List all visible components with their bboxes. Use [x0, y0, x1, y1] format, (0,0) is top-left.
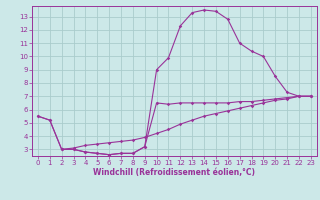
- X-axis label: Windchill (Refroidissement éolien,°C): Windchill (Refroidissement éolien,°C): [93, 168, 255, 177]
